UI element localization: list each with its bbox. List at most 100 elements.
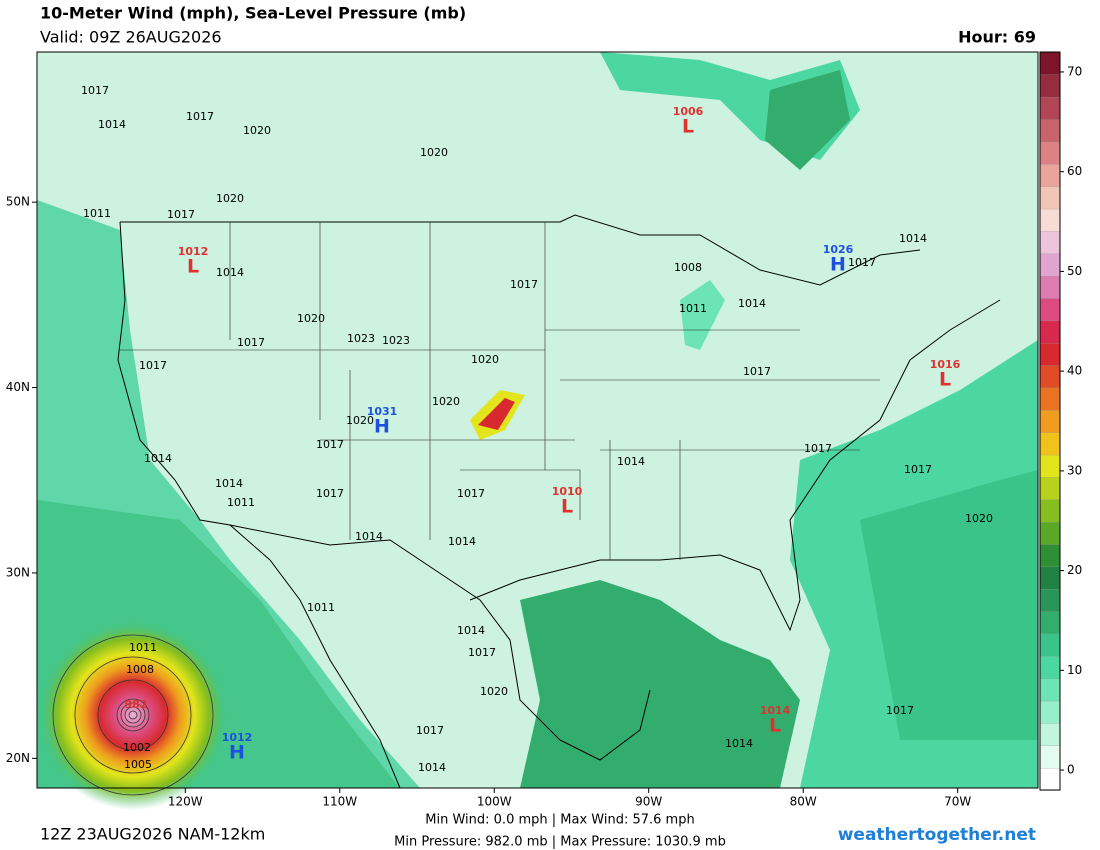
colorbar-segment [1039, 342, 1061, 366]
colorbar-segment [1039, 320, 1061, 344]
isobar-label: 1017 [167, 208, 195, 221]
isobar-label: 1020 [243, 124, 271, 137]
lon-label: 90W [635, 795, 662, 809]
colorbar-frame [1039, 51, 1061, 791]
pressure-center-letter: L [561, 496, 573, 518]
colorbar-segment [1039, 141, 1061, 165]
isobar-label: 1014 [216, 266, 244, 279]
lon-label: 100W [477, 795, 512, 809]
isobar-label: 1017 [316, 487, 344, 500]
isobar-label: 1017 [886, 704, 914, 717]
isobar-label: 1014 [448, 535, 476, 548]
isobar-label: 1017 [904, 463, 932, 476]
isobar-label: 1008 [674, 261, 702, 274]
colorbar-segment [1039, 588, 1061, 612]
colorbar-label: 20 [1067, 563, 1082, 577]
pressure-center-letter: L [939, 369, 951, 391]
isobar-label: 1020 [471, 353, 499, 366]
isobar-label: 1017 [510, 278, 538, 291]
lon-label: 80W [790, 795, 817, 809]
colorbar-segment [1039, 499, 1061, 523]
isobar-label: 1017 [416, 724, 444, 737]
isobar-label: 1014 [617, 455, 645, 468]
forecast-hour: Hour: 69 [958, 28, 1036, 47]
pressure-stats: Min Pressure: 982.0 mb | Max Pressure: 1… [394, 835, 726, 850]
isobar-label: 1020 [346, 414, 374, 427]
pressure-center-letter: L [769, 715, 781, 737]
isobar-label: 1017 [186, 110, 214, 123]
colorbar-segment [1039, 566, 1061, 590]
pressure-center-value: 1012 [178, 245, 209, 258]
pressure-center-letter: H [229, 742, 245, 764]
isobar-label: 1020 [965, 512, 993, 525]
wind-stats: Min Wind: 0.0 mph | Max Wind: 57.6 mph [425, 813, 694, 828]
isobar-label: 1017 [848, 256, 876, 269]
pressure-center-value: 1006 [673, 105, 704, 118]
colorbar-segment [1039, 118, 1061, 143]
colorbar-segment [1039, 297, 1061, 322]
colorbar-segment [1039, 432, 1061, 456]
colorbar-label: 40 [1067, 364, 1082, 378]
pressure-center-letter: L [187, 256, 199, 278]
isobar-label: 1017 [139, 359, 167, 372]
lat-label: 40N [6, 380, 30, 394]
isobar-label: 1017 [81, 84, 109, 97]
colorbar-segment [1039, 275, 1061, 299]
colorbar-segment [1039, 230, 1061, 254]
colorbar-segment [1039, 51, 1061, 76]
colorbar-segment [1039, 409, 1061, 433]
isobar-label: 1011 [307, 601, 335, 614]
colorbar-segment [1039, 364, 1061, 389]
colorbar-segment [1039, 96, 1061, 120]
isobar-label: 1014 [215, 477, 243, 490]
isobar-label: 1023 [382, 334, 410, 347]
lon-label: 120W [168, 795, 203, 809]
colorbar-segment [1039, 700, 1061, 724]
lat-label: 20N [6, 751, 30, 765]
isobar-label: 1005 [124, 758, 152, 771]
isobar-label: 1014 [98, 118, 126, 131]
colorbar-label: 50 [1067, 264, 1082, 278]
isobar-label: 1020 [432, 395, 460, 408]
isobar-label: 1017 [743, 365, 771, 378]
isobar-label: 1014 [355, 530, 383, 543]
colorbar-label: 0 [1067, 763, 1075, 777]
colorbar-segment [1039, 767, 1061, 791]
colorbar-segment [1039, 74, 1061, 98]
isobar-label: 1017 [237, 336, 265, 349]
colorbar-label: 70 [1067, 64, 1082, 78]
colorbar-segment [1039, 543, 1061, 568]
isobar-label: 1014 [899, 232, 927, 245]
title: 10-Meter Wind (mph), Sea-Level Pressure … [40, 4, 466, 23]
pressure-center-letter: L [682, 116, 694, 138]
isobar-label: 1014 [457, 624, 485, 637]
colorbar-label: 30 [1067, 463, 1082, 477]
lat-label: 30N [6, 565, 30, 579]
colorbar-segment [1039, 208, 1061, 232]
isobar-label: 1002 [123, 741, 151, 754]
lon-label: 110W [322, 795, 357, 809]
pressure-center-value: 1016 [930, 358, 961, 371]
valid-time: Valid: 09Z 26AUG2026 [40, 28, 222, 47]
colorbar-segment [1039, 655, 1061, 679]
model-run: 12Z 23AUG2026 NAM-12km [40, 825, 265, 844]
isobar-label: 1020 [420, 146, 448, 159]
isobar-label: 1011 [83, 207, 111, 220]
isobar-label: 1017 [804, 442, 832, 455]
isobar-label: 1023 [347, 332, 375, 345]
lat-label: 50N [6, 195, 30, 209]
colorbar-segment [1039, 722, 1061, 746]
lon-label: 70W [944, 795, 971, 809]
isobar-label: 1017 [316, 438, 344, 451]
isobar-label: 1020 [216, 192, 244, 205]
colorbar-segment [1039, 521, 1061, 545]
pressure-center-letter: H [830, 254, 846, 276]
colorbar-segment [1039, 253, 1061, 277]
isobar-label: 1014 [725, 737, 753, 750]
isobar-label: 1017 [457, 487, 485, 500]
pressure-center-value: 1012 [222, 731, 253, 744]
storm-center-value: 982 [125, 698, 148, 711]
colorbar-segment [1039, 633, 1061, 657]
pressure-center-value: 1026 [823, 243, 854, 256]
